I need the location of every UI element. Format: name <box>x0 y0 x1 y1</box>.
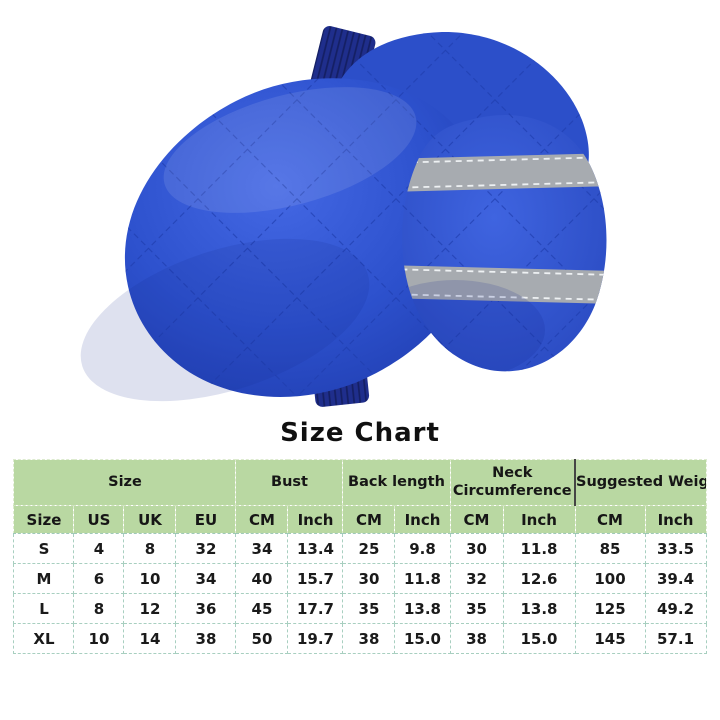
cell: XL <box>13 623 75 654</box>
cell: 145 <box>574 623 646 654</box>
reflective-stripe-top <box>402 152 607 192</box>
cell: 32 <box>449 563 504 594</box>
col-header-eu: EU <box>175 505 237 534</box>
cell: 17.7 <box>287 593 344 624</box>
cell: 35 <box>342 593 396 624</box>
size-row-l: L 8 12 36 45 17.7 35 13.8 35 13.8 125 49… <box>13 593 707 624</box>
cell: 13.4 <box>287 533 344 564</box>
col-header-bust-cm: CM <box>235 505 289 534</box>
product-photo <box>80 26 607 407</box>
cell: S <box>13 533 75 564</box>
cell: 50 <box>235 623 289 654</box>
size-chart-table: Size Bust Back length Neck Circumference… <box>13 459 707 654</box>
size-row-m: M 6 10 34 40 15.7 30 11.8 32 12.6 100 39… <box>13 563 707 594</box>
cell: 4 <box>73 533 125 564</box>
cell: L <box>13 593 75 624</box>
cell: 36 <box>175 593 237 624</box>
cell: 6 <box>73 563 125 594</box>
col-header-neck-cm: CM <box>449 505 504 534</box>
col-header-size: Size <box>13 505 75 534</box>
size-chart-title: Size Chart <box>280 418 440 448</box>
cell: 11.8 <box>502 533 576 564</box>
col-header-bust-inch: Inch <box>287 505 344 534</box>
cell: M <box>13 563 75 594</box>
cell: 15.7 <box>287 563 344 594</box>
col-header-back-inch: Inch <box>394 505 451 534</box>
cell: 13.8 <box>394 593 451 624</box>
cell: 38 <box>449 623 504 654</box>
size-row-s: S 4 8 32 34 13.4 25 9.8 30 11.8 85 33.5 <box>13 533 707 564</box>
group-header-suggested-weight: Suggested Weight <box>573 459 707 506</box>
col-header-uk: UK <box>123 505 177 534</box>
col-header-us: US <box>73 505 125 534</box>
cell: 11.8 <box>394 563 451 594</box>
cell: 85 <box>574 533 646 564</box>
cell: 15.0 <box>502 623 576 654</box>
cell: 100 <box>574 563 646 594</box>
size-row-xl: XL 10 14 38 50 19.7 38 15.0 38 15.0 145 … <box>13 623 707 654</box>
cell: 38 <box>175 623 237 654</box>
cell: 40 <box>235 563 289 594</box>
cell: 39.4 <box>644 563 707 594</box>
cell: 15.0 <box>394 623 451 654</box>
cell: 12.6 <box>502 563 576 594</box>
cell: 10 <box>73 623 125 654</box>
jacket-body <box>80 78 485 402</box>
cell: 30 <box>342 563 396 594</box>
cell: 125 <box>574 593 646 624</box>
cell: 30 <box>449 533 504 564</box>
cell: 33.5 <box>644 533 707 564</box>
reflective-stripe-bottom <box>402 265 607 305</box>
col-header-back-cm: CM <box>342 505 396 534</box>
cell: 8 <box>73 593 125 624</box>
cell: 34 <box>235 533 289 564</box>
cell: 9.8 <box>394 533 451 564</box>
cell: 35 <box>449 593 504 624</box>
group-header-back-length: Back length <box>342 459 451 506</box>
cell: 8 <box>123 533 177 564</box>
group-header-row: Size Bust Back length Neck Circumference… <box>13 459 707 506</box>
cell: 10 <box>123 563 177 594</box>
cell: 25 <box>342 533 396 564</box>
cell: 49.2 <box>644 593 707 624</box>
cell: 13.8 <box>502 593 576 624</box>
cell: 14 <box>123 623 177 654</box>
group-header-bust: Bust <box>235 459 344 506</box>
group-header-size: Size <box>13 459 237 506</box>
dog-jacket-illustration <box>80 26 607 407</box>
cell: 38 <box>342 623 396 654</box>
cell: 57.1 <box>644 623 707 654</box>
cell: 34 <box>175 563 237 594</box>
cell: 12 <box>123 593 177 624</box>
col-header-weight-cm: CM <box>574 505 646 534</box>
cell: 19.7 <box>287 623 344 654</box>
col-header-weight-inch: Inch <box>644 505 707 534</box>
group-header-neck-circumference: Neck Circumference <box>449 459 576 506</box>
column-header-row: Size US UK EU CM Inch CM Inch CM Inch CM… <box>13 505 707 534</box>
col-header-neck-inch: Inch <box>502 505 576 534</box>
cell: 32 <box>175 533 237 564</box>
cell: 45 <box>235 593 289 624</box>
